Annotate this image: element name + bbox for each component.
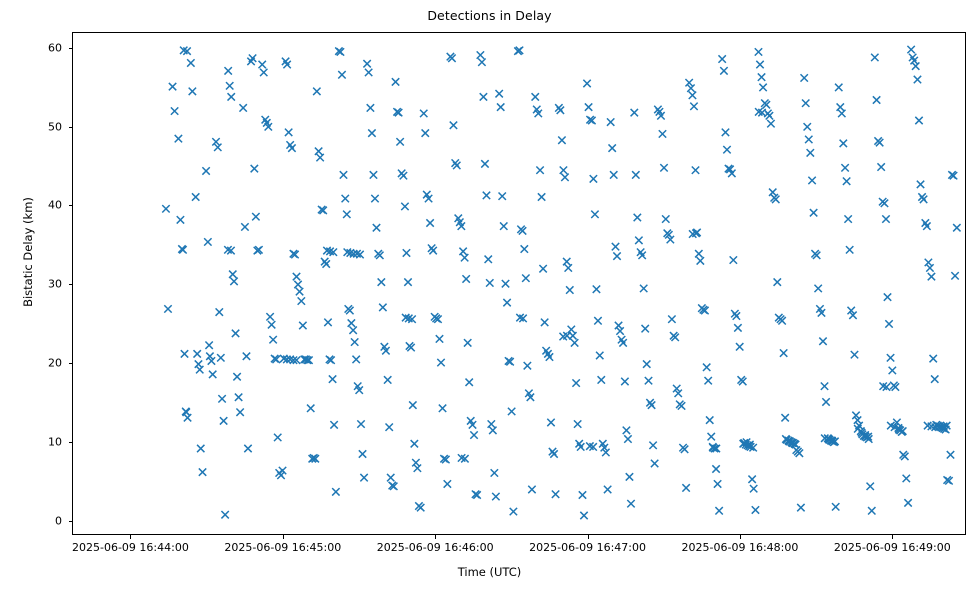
x-tick-label: 2025-06-09 16:45:00 <box>224 541 342 554</box>
y-tick-mark <box>68 363 72 365</box>
y-tick-mark <box>68 520 72 522</box>
y-tick-label: 0 <box>55 514 62 528</box>
y-tick-mark <box>68 441 72 443</box>
y-tick-mark <box>68 205 72 207</box>
x-axis-label: Time (UTC) <box>457 565 522 579</box>
scatter-points-layer <box>161 45 962 520</box>
y-tick-mark <box>68 126 72 128</box>
y-axis-label: Bistatic Delay (km) <box>21 197 35 307</box>
page-title: Detections in Delay <box>427 8 552 23</box>
x-tick-mark <box>130 535 132 539</box>
y-tick-label: 60 <box>48 41 62 55</box>
x-tick-label: 2025-06-09 16:49:00 <box>833 541 951 554</box>
x-tick-label: 2025-06-09 16:46:00 <box>376 541 494 554</box>
y-tick-label: 20 <box>48 356 62 370</box>
x-tick-mark <box>282 535 284 539</box>
x-tick-label: 2025-06-09 16:47:00 <box>529 541 646 554</box>
x-tick-label: 2025-06-09 16:48:00 <box>681 541 799 554</box>
plot-axes <box>72 32 966 535</box>
x-tick-mark <box>435 535 437 539</box>
x-tick-label: 2025-06-09 16:44:00 <box>71 541 189 554</box>
x-tick-mark <box>892 535 894 539</box>
x-tick-mark <box>739 535 741 539</box>
y-tick-label: 50 <box>48 120 62 134</box>
y-tick-mark <box>68 47 72 49</box>
y-tick-mark <box>68 284 72 286</box>
y-tick-label: 10 <box>48 435 62 449</box>
y-tick-label: 30 <box>48 277 62 291</box>
y-tick-label: 40 <box>48 198 62 212</box>
x-tick-mark <box>587 535 589 539</box>
